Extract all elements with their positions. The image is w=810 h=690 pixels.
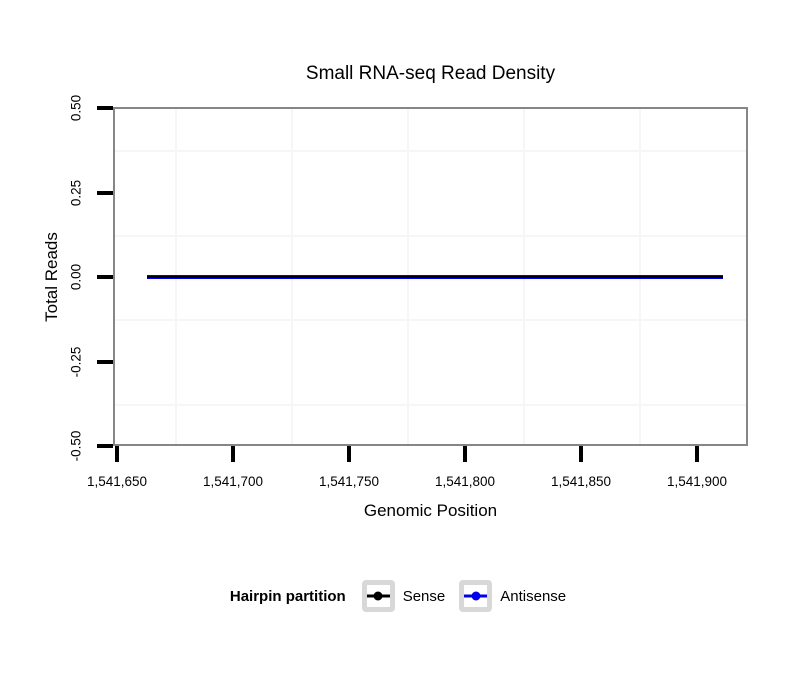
y-tick-label: -0.50 [68, 430, 84, 462]
legend-label: Sense [402, 587, 446, 605]
y-axis-title: Total Reads [42, 232, 61, 322]
legend-key-dot [471, 591, 481, 601]
legend-entry-antisense: Antisense [459, 580, 566, 612]
legend-key-icon [361, 580, 395, 612]
y-tick-label: 0.50 [68, 94, 84, 122]
legend: Hairpin partition Sense Antisense [0, 580, 810, 612]
x-tick-label: 1,541,850 [550, 474, 612, 489]
x-tick-mark [115, 446, 119, 462]
plot-panel-border [113, 107, 748, 446]
legend-entries: Sense Antisense [361, 580, 580, 612]
x-axis-title: Genomic Position [363, 501, 498, 520]
horizontal-minor-gridline [113, 235, 748, 237]
horizontal-minor-gridline [113, 150, 748, 152]
x-tick-label: 1,541,800 [434, 474, 496, 489]
x-tick-mark [463, 446, 467, 462]
y-tick-mark [97, 275, 113, 279]
x-tick-mark [579, 446, 583, 462]
y-tick-mark [97, 191, 113, 195]
y-tick-label: 0.00 [68, 263, 84, 291]
y-tick-mark [97, 106, 113, 110]
y-tick-label: 0.25 [68, 179, 84, 207]
x-tick-label: 1,541,650 [86, 474, 148, 489]
x-tick-label: 1,541,700 [202, 474, 264, 489]
x-tick-mark [695, 446, 699, 462]
x-tick-label: 1,541,750 [318, 474, 380, 489]
legend-title: Hairpin partition [229, 587, 346, 605]
x-tick-mark [347, 446, 351, 462]
y-tick-mark [97, 360, 113, 364]
horizontal-minor-gridline [113, 404, 748, 406]
chart-title: Small RNA-seq Read Density [305, 63, 556, 84]
legend-entry-sense: Sense [361, 580, 446, 612]
x-tick-mark [231, 446, 235, 462]
series-line-sense [147, 276, 723, 278]
horizontal-minor-gridline [113, 319, 748, 321]
legend-key-icon [459, 580, 493, 612]
y-tick-label: -0.25 [68, 346, 84, 378]
y-tick-mark [97, 444, 113, 448]
legend-key-dot [373, 591, 383, 601]
x-tick-label: 1,541,900 [666, 474, 728, 489]
legend-label: Antisense [500, 587, 567, 605]
